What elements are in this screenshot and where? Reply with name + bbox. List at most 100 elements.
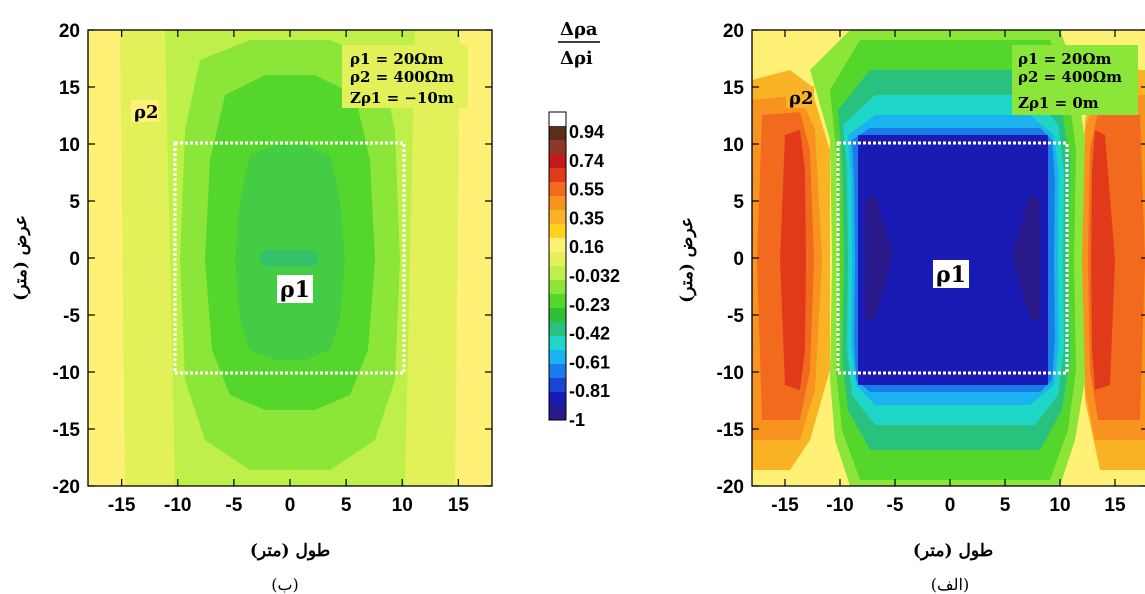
right-param-rho2: ρ2 = 400Ωm [1018, 68, 1122, 86]
left-x-axis-label: طول (متر) [250, 541, 330, 561]
left-x-tick-label: -15 [108, 495, 136, 516]
right-y-tick-label: -15 [717, 420, 745, 441]
colorbar-swatch [549, 126, 566, 141]
colorbar-swatch [549, 112, 566, 127]
left-contour-zone-6 [260, 250, 318, 266]
colorbar-tick-label: 0.16 [569, 237, 604, 257]
colorbar-swatch [549, 294, 566, 309]
colorbar-swatch [549, 378, 566, 393]
left-param-rho1: ρ1 = 20Ωm [350, 50, 444, 68]
colorbar-tick-label: 0.55 [569, 180, 604, 200]
colorbar-swatch [549, 266, 566, 281]
right-y-tick-label: 20 [723, 21, 744, 42]
colorbar-ticks: 0.94 0.74 0.55 0.35 0.16 -0.032 -0.23 -0.42 -0.6… [569, 122, 620, 430]
left-y-tick-label: -10 [53, 363, 80, 384]
right-host-label-bg [786, 86, 814, 108]
colorbar-frame [548, 111, 567, 421]
left-host-label-bg [131, 100, 159, 122]
left-host-label: ρ2 [134, 102, 159, 123]
right-zone-min-east [1012, 195, 1040, 320]
left-x-tick-label: 0 [285, 495, 296, 516]
right-x-tick-label: 0 [945, 495, 956, 516]
colorbar-swatch [549, 252, 566, 267]
right-x-tick-label: 5 [1000, 495, 1011, 516]
left-y-tick-label: 10 [59, 135, 80, 156]
colorbar-tick-label: -0.42 [569, 324, 610, 344]
colorbar-swatch [549, 154, 566, 169]
left-y-tick-label: -20 [53, 477, 80, 498]
left-body-label: ρ1 [280, 277, 310, 303]
left-y-axis-label: عرض (متر) [11, 215, 31, 301]
colorbar-swatch [549, 210, 566, 225]
colorbar-swatch [549, 322, 566, 337]
colorbar-tick-label: -0.81 [569, 381, 610, 401]
right-x-tick-label: -15 [771, 495, 799, 516]
colorbar-tick-label: 0.94 [569, 122, 604, 142]
left-params-box [342, 45, 468, 108]
right-param-rho1: ρ1 = 20Ωm [1018, 50, 1112, 68]
colorbar-swatch [549, 392, 566, 407]
left-y-tick-label: 0 [69, 249, 80, 270]
colorbar-swatch [549, 224, 566, 239]
colorbar-swatch [549, 336, 566, 351]
right-y-tick-label: -20 [717, 477, 744, 498]
colorbar-swatch [549, 140, 566, 155]
left-axis-ticks: -15 -10 -5 0 5 10 15 20 15 10 5 0 -5 -10 -15 -20 [53, 21, 492, 516]
left-body-label-bg [277, 275, 313, 303]
colorbar-swatch [549, 168, 566, 183]
colorbar-swatch [549, 308, 566, 323]
left-panel-caption: (ب) [271, 575, 299, 594]
left-x-tick-label: 5 [341, 495, 352, 516]
right-panel-caption: (الف) [931, 575, 969, 594]
colorbar-swatches [549, 112, 566, 421]
right-y-tick-label: -10 [717, 363, 744, 384]
right-zone-deepred-east [1091, 130, 1115, 390]
left-x-tick-label: -10 [164, 495, 191, 516]
right-y-axis-label: عرض (متر) [677, 217, 697, 303]
left-y-tick-label: 15 [59, 78, 81, 99]
left-x-tick-label: 10 [392, 495, 413, 516]
right-anomaly-box [836, 141, 1069, 375]
left-y-tick-label: -15 [53, 420, 81, 441]
colorbar-title-numerator: Δρa [560, 19, 598, 40]
right-x-axis-label: طول (متر) [913, 541, 993, 561]
colorbar-tick-label: -1 [569, 410, 585, 430]
colorbar-swatch [549, 238, 566, 253]
right-body-label-bg [933, 260, 969, 288]
right-y-tick-label: 0 [733, 249, 744, 270]
colorbar-title-denominator: Δρi [560, 48, 593, 69]
right-zone-deepred-west [780, 130, 806, 390]
colorbar-tick-label: -0.032 [569, 266, 620, 286]
colorbar-tick-label: -0.61 [569, 352, 610, 372]
colorbar-swatch [549, 364, 566, 379]
colorbar-tick-label: -0.23 [569, 295, 610, 315]
left-param-depth: Zρ1 = −10m [350, 89, 454, 107]
right-axis-ticks: -15 -10 -5 0 5 10 15 20 15 10 5 0 -5 -10 -15 -20 [717, 21, 1145, 516]
right-params-box [1012, 45, 1138, 115]
left-x-tick-label: 15 [448, 495, 470, 516]
right-x-tick-label: 15 [1104, 495, 1126, 516]
right-y-tick-label: -5 [727, 306, 744, 327]
right-param-depth: Zρ1 = 0m [1018, 94, 1099, 112]
right-body-label: ρ1 [936, 262, 966, 288]
colorbar-swatch [549, 406, 566, 421]
right-x-tick-label: -5 [887, 495, 904, 516]
colorbar-tick-label: 0.35 [569, 208, 604, 228]
left-y-tick-label: 20 [59, 21, 80, 42]
right-y-tick-label: 10 [723, 135, 744, 156]
colorbar-swatch [549, 182, 566, 197]
right-y-tick-label: 5 [733, 192, 744, 213]
right-zone-min-west [865, 195, 893, 320]
left-x-tick-label: -5 [225, 495, 242, 516]
left-y-tick-label: -5 [63, 306, 80, 327]
colorbar-tick-label: 0.74 [569, 151, 604, 171]
left-contour-panel: -15 -10 -5 0 5 10 15 20 15 10 5 0 -5 -10 -15 -20 ρ1 = 2… [11, 21, 493, 594]
colorbar-swatch [549, 280, 566, 295]
colorbar-swatch [549, 196, 566, 211]
right-x-tick-label: 10 [1049, 495, 1070, 516]
right-y-tick-label: 15 [723, 78, 745, 99]
right-contour-panel: -15 -10 -5 0 5 10 15 20 15 10 5 0 -5 -10 -15 -20 ρ1 = 2… [677, 21, 1145, 594]
left-anomaly-box [173, 141, 406, 375]
left-param-rho2: ρ2 = 400Ωm [350, 68, 454, 86]
right-x-tick-label: -10 [826, 495, 853, 516]
